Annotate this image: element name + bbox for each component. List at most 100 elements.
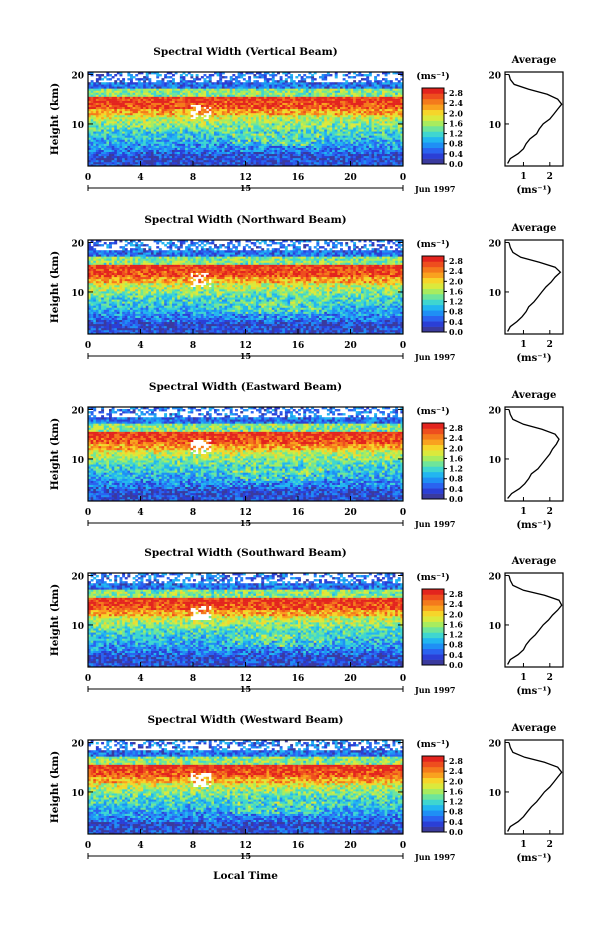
heatmap-cell bbox=[374, 111, 377, 113]
heatmap-cell bbox=[151, 97, 154, 99]
heatmap-cell bbox=[96, 129, 99, 131]
heatmap-cell bbox=[91, 148, 94, 150]
heatmap-cell bbox=[243, 135, 246, 137]
heatmap-cell bbox=[387, 148, 390, 150]
heatmap-cell bbox=[345, 80, 348, 82]
heatmap-cell bbox=[372, 125, 375, 127]
heatmap-cell bbox=[240, 113, 243, 115]
heatmap-cell bbox=[143, 150, 146, 152]
heatmap-cell bbox=[106, 92, 109, 94]
heatmap-cell bbox=[327, 121, 330, 123]
heatmap-cell bbox=[348, 125, 351, 127]
heatmap-cell bbox=[177, 133, 180, 135]
heatmap-cell bbox=[141, 148, 144, 150]
heatmap-cell bbox=[356, 139, 359, 141]
heatmap-cell bbox=[214, 107, 217, 109]
heatmap-cell bbox=[238, 148, 241, 150]
heatmap-cell bbox=[261, 129, 264, 131]
heatmap-cell bbox=[148, 158, 151, 160]
heatmap-cell bbox=[345, 144, 348, 146]
heatmap-cell bbox=[135, 129, 138, 131]
heatmap-cell bbox=[353, 139, 356, 141]
heatmap-cell bbox=[120, 135, 123, 137]
heatmap-cell bbox=[274, 109, 277, 111]
heatmap-cell bbox=[125, 125, 128, 127]
heatmap-cell bbox=[306, 119, 309, 121]
heatmap-cell bbox=[314, 103, 317, 105]
heatmap-cell bbox=[201, 127, 204, 129]
heatmap-cell bbox=[285, 94, 288, 96]
heatmap-cell bbox=[290, 119, 293, 121]
heatmap-cell bbox=[322, 94, 325, 96]
heatmap-cell bbox=[225, 99, 228, 101]
heatmap-cell bbox=[91, 88, 94, 90]
heatmap-cell bbox=[369, 135, 372, 137]
heatmap-cell bbox=[366, 103, 369, 105]
heatmap-cell bbox=[316, 99, 319, 101]
heatmap-cell bbox=[167, 141, 170, 143]
heatmap-cell bbox=[369, 133, 372, 135]
heatmap-cell bbox=[130, 125, 133, 127]
heatmap-cell bbox=[398, 139, 401, 141]
heatmap-cell bbox=[209, 129, 212, 131]
heatmap-cell bbox=[122, 146, 125, 148]
heatmap-cell bbox=[267, 105, 270, 107]
heatmap-cell bbox=[280, 88, 283, 90]
heatmap-cell bbox=[156, 144, 159, 146]
heatmap-cell bbox=[130, 84, 133, 86]
heatmap-cell bbox=[201, 135, 204, 137]
heatmap-cell bbox=[240, 82, 243, 84]
heatmap-cell bbox=[175, 158, 178, 160]
heatmap-cell bbox=[106, 137, 109, 139]
heatmap-cell bbox=[135, 131, 138, 133]
heatmap-cell bbox=[146, 113, 149, 115]
heatmap-cell bbox=[240, 117, 243, 119]
heatmap-cell bbox=[109, 148, 112, 150]
heatmap-cell bbox=[217, 123, 220, 125]
heatmap-cell bbox=[277, 99, 280, 101]
heatmap-cell bbox=[172, 117, 175, 119]
heatmap-cell bbox=[322, 141, 325, 143]
heatmap-cell bbox=[177, 137, 180, 139]
heatmap-cell bbox=[167, 80, 170, 82]
heatmap-cell bbox=[240, 105, 243, 107]
heatmap-cell bbox=[125, 105, 128, 107]
heatmap-cell bbox=[316, 129, 319, 131]
heatmap-cell bbox=[348, 139, 351, 141]
heatmap-cell bbox=[188, 86, 191, 88]
heatmap-cell bbox=[204, 80, 207, 82]
heatmap-cell bbox=[369, 103, 372, 105]
heatmap-cell bbox=[248, 139, 251, 141]
heatmap-cell bbox=[385, 105, 388, 107]
heatmap-cell bbox=[151, 156, 154, 158]
heatmap-cell bbox=[227, 125, 230, 127]
heatmap-cell bbox=[372, 162, 375, 164]
heatmap-cell bbox=[101, 99, 104, 101]
heatmap-cell bbox=[267, 152, 270, 154]
heatmap-cell bbox=[251, 141, 254, 143]
heatmap-cell bbox=[146, 88, 149, 90]
heatmap-cell bbox=[251, 97, 254, 99]
heatmap-cell bbox=[196, 133, 199, 135]
heatmap-cell bbox=[366, 92, 369, 94]
heatmap-cell bbox=[343, 111, 346, 113]
heatmap-cell bbox=[162, 105, 165, 107]
heatmap-cell bbox=[99, 129, 102, 131]
heatmap-cell bbox=[319, 137, 322, 139]
heatmap-cell bbox=[230, 107, 233, 109]
heatmap-cell bbox=[222, 107, 225, 109]
heatmap-cell bbox=[282, 160, 285, 162]
heatmap-cell bbox=[185, 88, 188, 90]
heatmap-cell bbox=[148, 160, 151, 162]
heatmap-cell bbox=[285, 82, 288, 84]
heatmap-cell bbox=[348, 121, 351, 123]
heatmap-cell bbox=[269, 139, 272, 141]
heatmap-cell bbox=[348, 144, 351, 146]
heatmap-cell bbox=[259, 109, 262, 111]
heatmap-cell bbox=[101, 103, 104, 105]
heatmap-cell bbox=[335, 152, 338, 154]
heatmap-cell bbox=[106, 125, 109, 127]
heatmap-cell bbox=[180, 133, 183, 135]
heatmap-cell bbox=[259, 92, 262, 94]
heatmap-cell bbox=[185, 99, 188, 101]
